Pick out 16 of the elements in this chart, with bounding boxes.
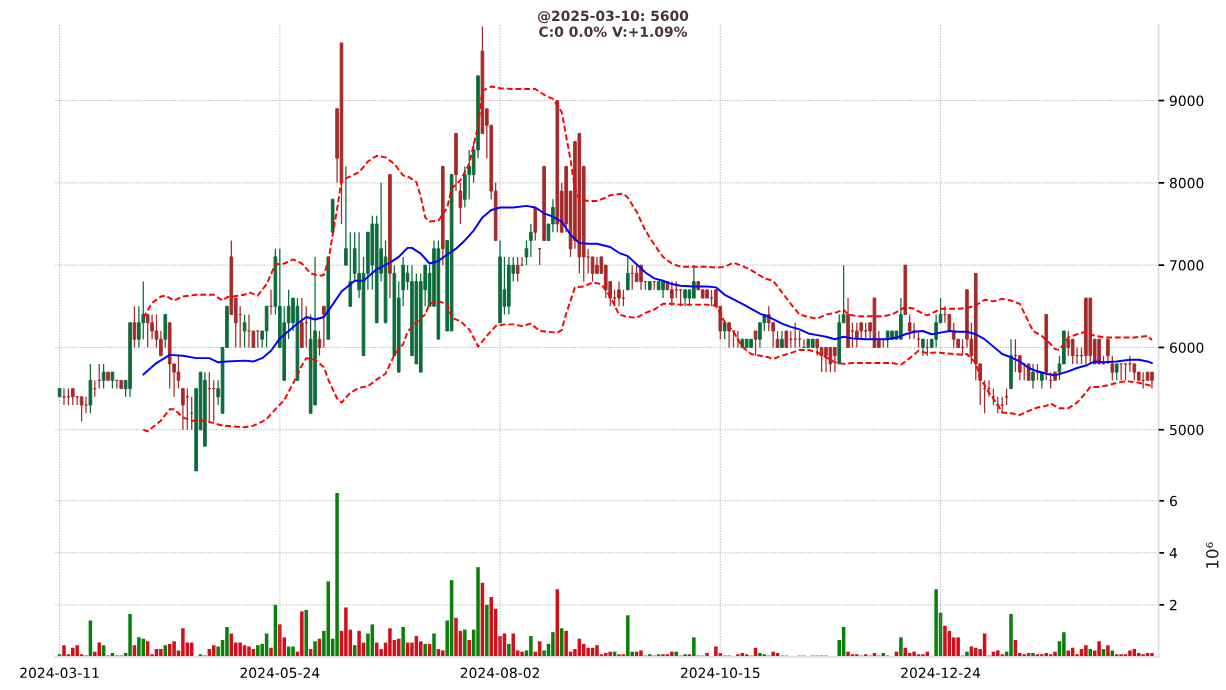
y-tick-label: 8000: [1169, 177, 1204, 189]
y-tick-label: 5000: [1170, 424, 1204, 436]
x-tick-label: 2024-03-11: [20, 667, 99, 679]
y-tick-label: 9000: [1169, 95, 1204, 107]
y-tick-label: 6000: [1169, 342, 1204, 353]
y-tick-label: 7000: [1170, 260, 1204, 271]
y2-tick-label: 4: [1169, 547, 1178, 559]
y2-tick-label: 6: [1169, 495, 1177, 507]
y2-tick-label: 2: [1170, 599, 1177, 611]
chart-title: @2025-03-10: 5600: [538, 10, 689, 24]
x-tick-label: 2024-10-15: [680, 667, 760, 679]
x-tick-label: 2024-08-02: [460, 667, 540, 679]
x-tick-label: 2024-12-24: [901, 667, 981, 679]
x-tick-label: 2024-05-24: [240, 667, 320, 679]
chart-subtitle: C:0 0.0% V:+1.09%: [539, 26, 688, 37]
text: 10⁶: [1205, 542, 1219, 568]
